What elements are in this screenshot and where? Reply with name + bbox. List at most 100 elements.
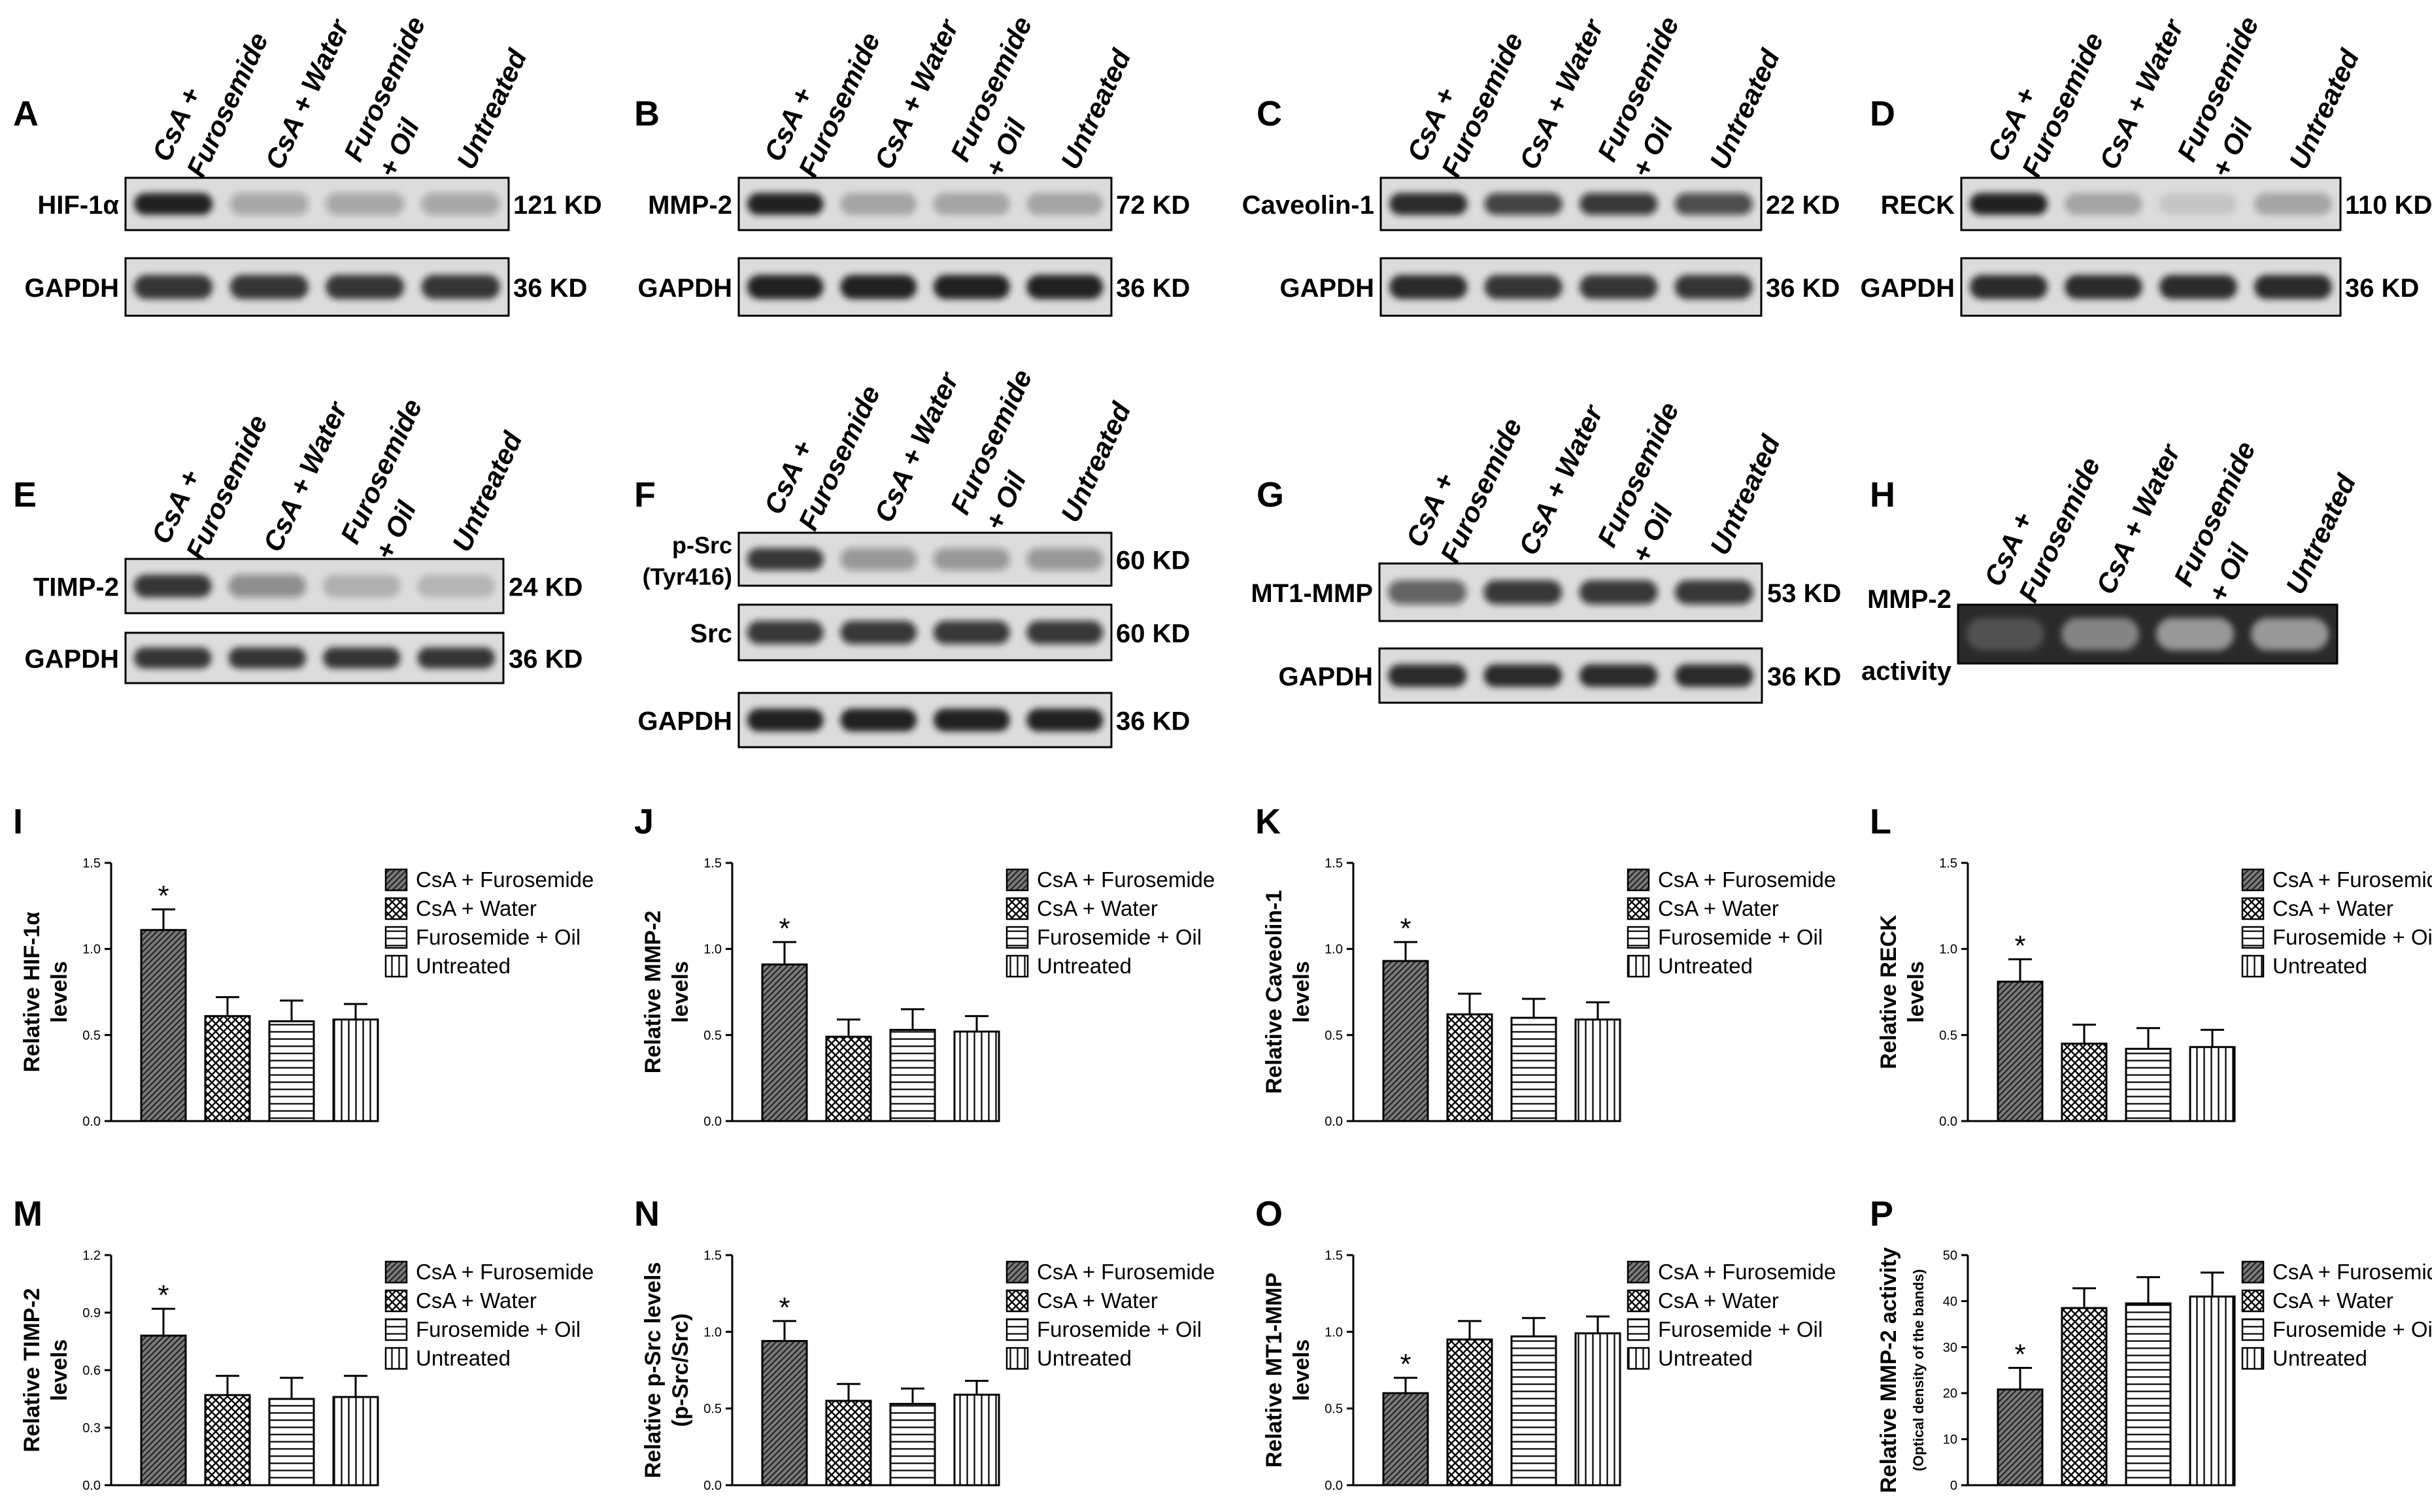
bar-4 <box>332 1018 379 1122</box>
legend-label: CsA + Furosemide <box>2272 867 2432 892</box>
bar-2 <box>825 1400 872 1487</box>
protein-band <box>1484 275 1562 299</box>
y-tick-label: 1.5 <box>1325 856 1343 871</box>
protein-band <box>2065 275 2142 299</box>
protein-band <box>323 575 401 597</box>
bar-1 <box>1382 960 1429 1122</box>
lane-label-line: Untreated <box>450 44 533 174</box>
panel-letter: C <box>1257 94 1282 133</box>
y-tick-label: 0.5 <box>1325 1028 1343 1043</box>
bar-3 <box>1510 1335 1557 1487</box>
protein-band <box>1388 580 1467 605</box>
protein-band <box>1389 275 1468 299</box>
protein-band <box>1026 275 1104 299</box>
protein-band <box>417 647 495 669</box>
blot-row: GAPDH 36 KD <box>638 257 1190 317</box>
legend-label: CsA + Water <box>2272 896 2393 920</box>
protein-band <box>747 275 824 299</box>
lane-label: Untreated <box>1704 429 1786 560</box>
bar-4 <box>2189 1046 2236 1122</box>
lane-label: CsA +Furosemide <box>145 411 273 565</box>
y-tick-label: 1.5 <box>703 856 722 871</box>
y-tick-label: 0.6 <box>82 1364 101 1378</box>
significance-marker: * <box>2014 1338 2025 1370</box>
y-tick-label: 1.5 <box>1939 856 1957 871</box>
legend-swatch <box>384 954 408 978</box>
row-label: GAPDH <box>1861 274 1955 303</box>
legend-swatch <box>1005 954 1029 978</box>
lane-label: Furosemide+ Oil <box>1591 397 1685 567</box>
protein-band <box>326 193 405 215</box>
protein-band <box>1483 580 1562 605</box>
lane-label: Untreated <box>1055 44 1137 174</box>
blot-row: GAPDH 36 KD <box>1861 257 2419 317</box>
protein-band <box>417 575 495 597</box>
bar-2 <box>204 1394 251 1487</box>
y-tick-label: 0.0 <box>82 1479 101 1493</box>
legend-label: CsA + Water <box>1037 896 1158 920</box>
y-tick-label: 0.5 <box>1939 1028 1957 1043</box>
protein-band <box>134 647 212 669</box>
y-axis-label-line: Relative HIF-1α <box>20 912 44 1073</box>
y-tick-label: 0.0 <box>703 1479 722 1493</box>
molecular-weight-label: 22 KD <box>1766 191 1840 220</box>
lane-label: CsA +Furosemide <box>758 28 886 182</box>
significance-marker: * <box>779 913 790 945</box>
y-axis-label-line: levels <box>1289 1339 1314 1402</box>
y-axis-label: Relative MT1-MMP levels <box>1262 1273 1314 1468</box>
molecular-weight-label: 36 KD <box>513 274 587 303</box>
bar-4 <box>1574 1332 1621 1487</box>
y-tick-label: 1.0 <box>1939 943 1957 957</box>
legend-label: Untreated <box>2272 954 2367 978</box>
legend-swatch <box>1627 954 1650 978</box>
legend-swatch <box>384 897 408 920</box>
legend-swatch <box>1005 1260 1029 1284</box>
protein-band <box>1674 193 1753 215</box>
legend-label: Furosemide + Oil <box>1658 1317 1823 1341</box>
legend-swatch <box>384 1318 408 1341</box>
lane-label-line: Untreated <box>1055 44 1137 174</box>
y-axis-label-line: Relative p-Src levels <box>641 1262 666 1479</box>
y-tick-label: 1.2 <box>82 1249 101 1263</box>
bar-3 <box>268 1020 315 1122</box>
lane-label: CsA +Furosemide <box>146 28 274 182</box>
y-axis-label-line: levels <box>668 961 693 1023</box>
bar-1 <box>1382 1392 1429 1487</box>
significance-marker: * <box>2014 930 2025 962</box>
y-tick-label: 1.0 <box>1325 1325 1343 1339</box>
bar-3 <box>889 1028 936 1122</box>
lane-label: Furosemide+ Oil <box>944 12 1038 182</box>
protein-band <box>840 709 917 731</box>
protein-band <box>1579 275 1658 299</box>
row-label: Src <box>690 620 733 648</box>
legend-swatch <box>1627 1347 1650 1370</box>
protein-band <box>933 193 1010 215</box>
legend-swatch <box>2241 1347 2265 1370</box>
bar-4 <box>332 1396 379 1487</box>
legend-label: Furosemide + Oil <box>1037 1317 1202 1341</box>
legend-label: Furosemide + Oil <box>2272 925 2432 949</box>
blot-row: GAPDH 36 KD <box>638 692 1190 748</box>
lane-label-line: Untreated <box>446 426 528 556</box>
row-label: MT1-MMP <box>1251 579 1373 608</box>
protein-band <box>840 275 917 299</box>
y-tick-label: 1.0 <box>82 943 101 957</box>
y-axis-label: Relative MMP-2 activity (Optical density … <box>1876 1247 1927 1493</box>
legend-swatch <box>1005 926 1029 949</box>
significance-marker: * <box>779 1292 790 1324</box>
protein-band <box>1484 193 1562 215</box>
protein-band <box>1970 275 2048 299</box>
row-label: activity <box>1861 657 1952 686</box>
lane-label-line: Untreated <box>2280 469 2362 599</box>
y-tick-label: 0.0 <box>82 1115 101 1129</box>
protein-band <box>1674 580 1753 605</box>
legend-swatch <box>1005 1318 1029 1341</box>
y-axis-label-line: Relative MMP-2 activity <box>1876 1247 1901 1493</box>
legend-label: CsA + Water <box>1037 1288 1158 1313</box>
significance-marker: * <box>1400 1349 1411 1381</box>
y-axis-label-line: levels <box>47 961 72 1023</box>
legend-swatch <box>384 926 408 949</box>
lane-label: Untreated <box>2283 44 2365 174</box>
